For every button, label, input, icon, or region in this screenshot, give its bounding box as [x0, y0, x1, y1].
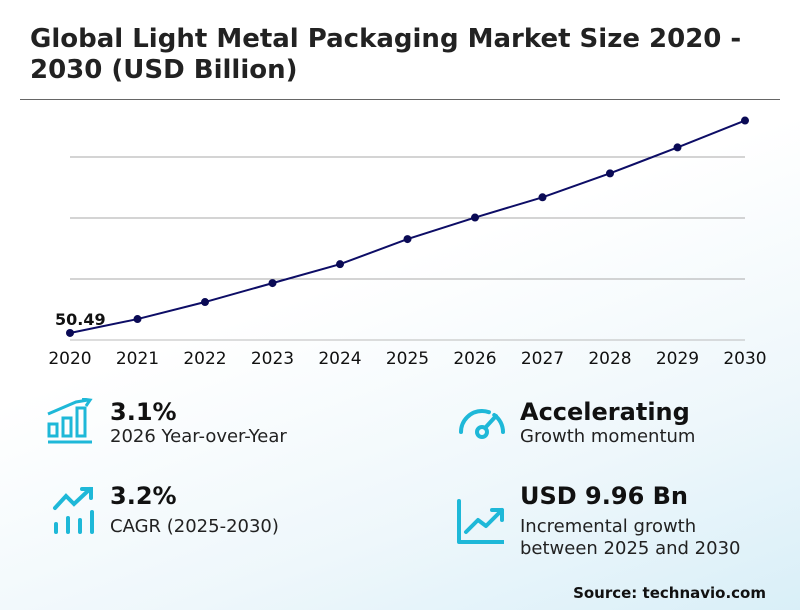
source-credit: Source: technavio.com — [573, 584, 766, 602]
stat-cagr: 3.2% CAGR (2025-2030) — [110, 482, 279, 538]
x-tick-label: 2028 — [588, 349, 631, 369]
data-point — [268, 279, 277, 288]
series-line — [69, 119, 746, 334]
bar-chart-growth-icon — [47, 398, 93, 444]
stat-value: Accelerating — [520, 398, 690, 426]
x-tick-label: 2026 — [453, 349, 496, 369]
stat-value: 3.2% — [110, 482, 177, 510]
trend-up-bars-icon — [53, 487, 94, 534]
line-chart-up-icon — [457, 499, 504, 544]
data-label: 50.49 — [55, 310, 106, 329]
stat-incremental: USD 9.96 Bn Incremental growth between 2… — [520, 482, 740, 560]
stat-label-2: between 2025 and 2030 — [520, 538, 741, 559]
x-tick-label: 2027 — [521, 349, 564, 369]
stat-label: CAGR (2025-2030) — [110, 516, 279, 537]
stat-value: USD 9.96 Bn — [520, 482, 688, 510]
x-tick-label: 2021 — [116, 349, 159, 369]
x-tick-label: 2022 — [183, 349, 226, 369]
stat-yoy: 3.1% 2026 Year-over-Year — [110, 398, 287, 448]
data-point — [66, 328, 74, 337]
x-tick-label: 2024 — [318, 349, 361, 369]
x-tick-label: 2020 — [48, 349, 91, 369]
stat-momentum: Accelerating Growth momentum — [520, 398, 695, 448]
stat-label: Incremental growth — [520, 516, 697, 537]
data-point — [538, 193, 547, 202]
data-point — [403, 235, 412, 244]
line-chart: 2020 2021 2022 2023 2024 2025 2026 2027 2028 2029… — [48, 116, 767, 369]
stat-label: 2026 Year-over-Year — [110, 426, 287, 447]
stat-value: 3.1% — [110, 398, 177, 426]
data-point — [673, 143, 682, 152]
x-tick-label: 2025 — [386, 349, 429, 369]
data-point — [606, 169, 614, 178]
data-point — [201, 298, 209, 307]
speedometer-icon — [459, 409, 505, 439]
data-point — [471, 213, 479, 222]
page-title: Global Light Metal Packaging Market Size… — [30, 24, 742, 85]
data-point — [133, 315, 142, 324]
data-point — [741, 116, 749, 125]
data-point — [336, 260, 344, 269]
x-tick-label: 2023 — [251, 349, 294, 369]
x-tick-label: 2029 — [656, 349, 699, 369]
title-divider — [20, 99, 780, 100]
stat-label: Growth momentum — [520, 426, 696, 447]
x-tick-label: 2030 — [723, 349, 766, 369]
